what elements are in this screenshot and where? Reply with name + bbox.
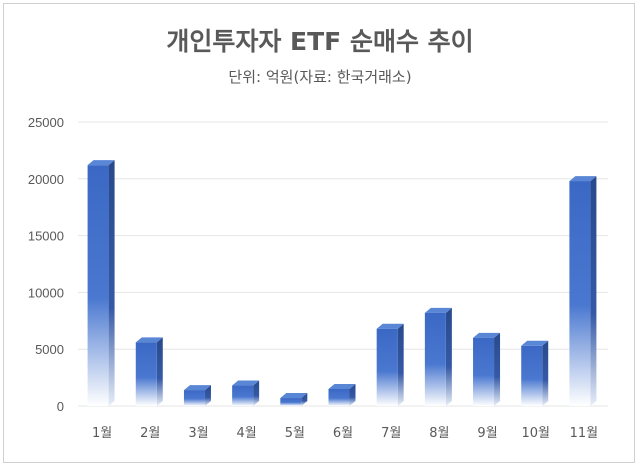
bar-front	[569, 181, 591, 406]
gridlines	[78, 121, 608, 407]
bar-side	[253, 380, 260, 406]
x-tick-label: 10월	[521, 426, 550, 441]
bars	[87, 160, 597, 406]
bar-side	[108, 160, 115, 406]
bar-cap	[376, 323, 404, 329]
chart-subtitle: 단위: 억원(자료: 한국거래소)	[228, 68, 412, 86]
bar-3	[183, 385, 211, 406]
bar-side	[590, 176, 597, 406]
y-tick-label: 25000	[28, 115, 64, 130]
y-tick-label: 15000	[28, 229, 64, 244]
bar-front	[328, 388, 350, 406]
bar-cap	[521, 340, 549, 346]
bar-front	[183, 390, 205, 406]
x-tick-label: 6월	[333, 426, 353, 441]
bar-9	[473, 332, 501, 406]
y-tick-label: 5000	[35, 342, 64, 357]
bar-cap	[87, 160, 115, 166]
x-tick-label: 5월	[285, 426, 305, 441]
bar-front	[521, 345, 543, 406]
bar-7	[376, 323, 404, 406]
y-tick-label: 10000	[28, 285, 64, 300]
bar-cap	[328, 383, 356, 389]
x-tick-label: 4월	[237, 426, 257, 441]
bar-1	[87, 160, 115, 406]
x-tick-label: 3월	[188, 426, 208, 441]
x-tick-label: 11월	[570, 426, 599, 441]
bar-8	[424, 307, 452, 406]
bar-cap	[135, 337, 163, 343]
y-tick-label: 20000	[28, 172, 64, 187]
bar-cap	[473, 332, 501, 338]
x-tick-label: 7월	[381, 426, 401, 441]
bar-front	[232, 385, 254, 406]
x-tick-label: 2월	[140, 426, 160, 441]
bar-11	[569, 176, 597, 406]
bar-front	[135, 342, 157, 406]
bar-5	[280, 393, 308, 406]
bar-front	[376, 328, 398, 406]
y-axis-ticks: 0 5000 10000 15000 20000 25000	[28, 115, 64, 414]
bar-side	[156, 337, 163, 406]
chart-title: 개인투자자 ETF 순매수 추이	[166, 27, 474, 56]
bar-cap	[280, 393, 308, 399]
bar-2	[135, 337, 163, 406]
x-tick-label: 8월	[429, 426, 449, 441]
y-tick-label: 0	[57, 399, 64, 414]
bar-front	[473, 337, 495, 406]
bar-4	[232, 380, 260, 406]
bar-side	[542, 340, 549, 406]
x-axis-ticks: 1월 2월 3월 4월 5월 6월 7월 8월 9월 10월 11월	[92, 426, 598, 441]
bar-side	[301, 393, 308, 406]
bar-6	[328, 383, 356, 406]
bar-side	[494, 332, 501, 406]
bar-side	[349, 383, 356, 406]
bar-front	[280, 398, 302, 406]
bar-side	[204, 385, 211, 406]
bar-10	[521, 340, 549, 406]
bar-front	[424, 312, 446, 406]
bar-cap	[569, 176, 597, 182]
bar-cap	[424, 307, 452, 313]
x-tick-label: 1월	[92, 426, 112, 441]
bar-cap	[232, 380, 260, 386]
x-tick-label: 9월	[477, 426, 497, 441]
bar-cap	[183, 385, 211, 391]
bar-side	[445, 307, 452, 406]
bar-front	[87, 165, 109, 406]
bar-side	[397, 323, 404, 406]
